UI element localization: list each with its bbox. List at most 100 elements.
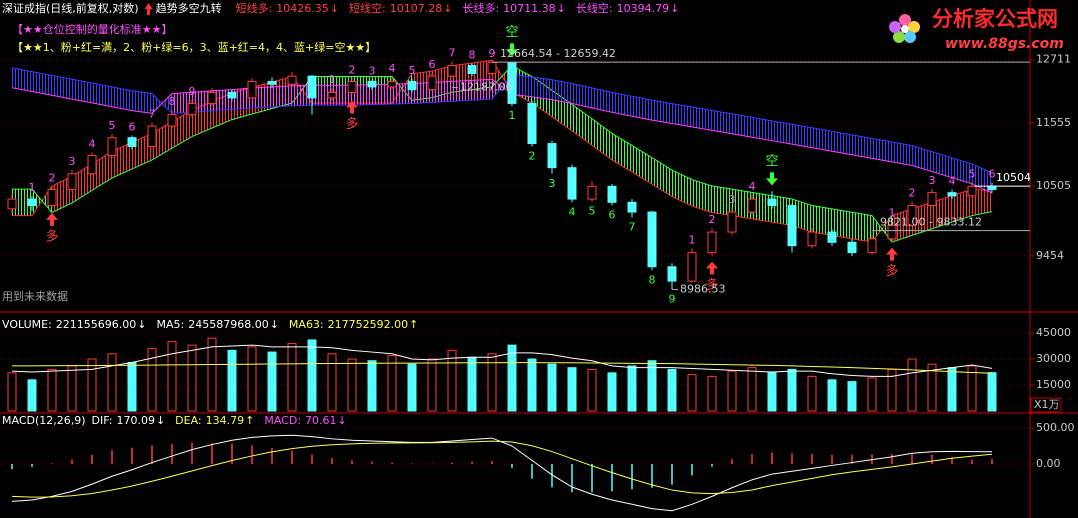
volume-bar [307, 339, 317, 412]
candle-body [127, 137, 137, 148]
signal-label: 空 [505, 25, 518, 40]
legend-value: 134.79 [206, 414, 245, 427]
volume-bar [667, 368, 677, 412]
nine-turn-count: 4 [569, 205, 576, 218]
candle-body [567, 167, 577, 200]
macd-line [11, 440, 993, 498]
nine-turn-count: 1 [889, 206, 896, 219]
volume-bar [827, 379, 837, 412]
ma-line [11, 344, 993, 377]
volume-bar [767, 372, 777, 412]
y-tick-label: 11555 [1036, 116, 1071, 129]
band-segment [572, 104, 592, 146]
nine-turn-count: 7 [449, 46, 456, 59]
candle-body [727, 211, 737, 233]
logo-center [901, 25, 909, 33]
legend-value: 10394.79 [617, 2, 670, 15]
volume-bar [87, 358, 97, 412]
band-segment [752, 192, 772, 223]
volume-bar [27, 379, 37, 412]
nine-turn-count: 4 [389, 62, 396, 75]
legend-value: 10426.35 [276, 2, 329, 15]
band-segment [132, 133, 152, 169]
band-segment [732, 113, 752, 138]
y-tick-label: 12711 [1036, 53, 1071, 66]
candle-body [307, 75, 317, 99]
volume-bar [347, 358, 357, 412]
volume-bar [587, 368, 597, 412]
band-segment [652, 100, 672, 124]
nine-turn-count: 2 [709, 213, 716, 226]
volume-bar [787, 368, 797, 412]
band-segment [752, 117, 772, 141]
band-segment [352, 84, 372, 106]
legend-name: MACD: [264, 414, 301, 427]
indicator-icon [144, 3, 153, 15]
indicator-name: 趋势多空九转 [156, 1, 222, 15]
signal-arrow [706, 261, 718, 275]
candle-body [787, 205, 797, 247]
volume-bar [247, 346, 257, 412]
band-segment [772, 120, 792, 145]
nine-turn-count: 5 [409, 64, 416, 77]
nine-turn-count: 5 [969, 168, 976, 181]
band-segment [872, 138, 892, 162]
band-segment [452, 80, 472, 102]
volume-bar [407, 363, 417, 412]
nine-turn-count: 9 [189, 85, 196, 98]
band-segment [112, 142, 132, 178]
candle-body [67, 173, 77, 190]
volume-bar [187, 344, 197, 412]
candle-body [487, 61, 497, 74]
volume-bar [387, 355, 397, 412]
legend-name: 长线多: [462, 1, 499, 15]
candle-body [847, 241, 857, 254]
nine-turn-count: 5 [109, 119, 116, 132]
nine-turn-count: 6 [129, 120, 136, 133]
annotation: 9821.00 - 9833.12 [880, 216, 982, 229]
y-tick-label: 0.00 [1036, 457, 1061, 470]
volume-bar [747, 367, 757, 412]
candle-body [667, 266, 677, 282]
nine-turn-count: 9 [669, 292, 676, 305]
band-segment [172, 110, 192, 149]
legend-value: 170.09 [116, 414, 155, 427]
nine-turn-count: 2 [529, 150, 536, 163]
band-segment [912, 145, 932, 172]
candle-body [427, 75, 437, 91]
band-segment [392, 83, 412, 105]
nine-turn-count: 7 [149, 108, 156, 121]
legend-arrow: ↓ [338, 414, 347, 427]
band-segment [192, 90, 212, 113]
signal-label: 多 [705, 277, 718, 293]
legend-arrow: ↓ [156, 414, 165, 427]
volume-bar [647, 360, 657, 412]
candle-body [767, 198, 777, 207]
candle-body [147, 125, 157, 148]
legend-arrow: ↓ [670, 2, 679, 15]
band-segment [172, 92, 192, 114]
volume-bar [607, 372, 617, 412]
candle-body [927, 192, 937, 207]
logo-petal [899, 14, 911, 26]
band-segment [532, 77, 552, 100]
band-segment [972, 189, 992, 216]
chart-title: 深证成指(日线,前复权,对数) [2, 1, 139, 15]
band-segment [712, 110, 732, 134]
legend-value: 70.61 [305, 414, 337, 427]
y-tick-label: 45000 [1036, 326, 1071, 339]
annotation: 12187.06 [460, 81, 513, 94]
logo-petal [889, 21, 901, 33]
band-segment [592, 87, 612, 113]
band-segment [92, 83, 112, 107]
band-segment [852, 212, 872, 243]
band-segment [952, 189, 972, 223]
band-segment [132, 90, 152, 114]
candle-body [27, 198, 37, 207]
footnote: 用到未来数据 [2, 289, 68, 303]
legend-value: 10107.28 [390, 2, 443, 15]
candle-body [267, 81, 277, 85]
candle-body [187, 102, 197, 116]
band-segment [932, 195, 952, 229]
note: 【★★1、粉+红=满，2、粉+绿=6，3、蓝+红=4，4、蓝+绿=空★★】 [12, 40, 376, 54]
